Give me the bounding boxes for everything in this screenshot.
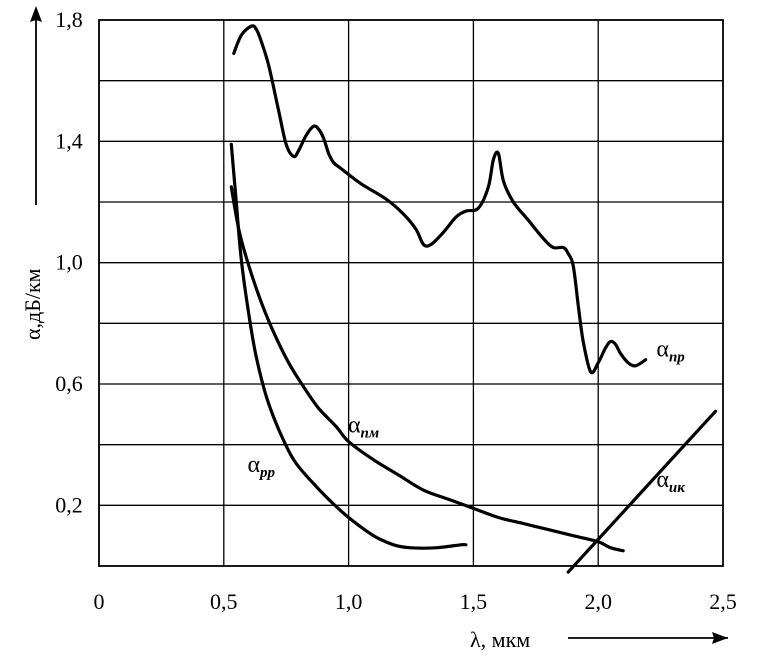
y-tick-label: 1,4	[55, 128, 83, 153]
series-label-ик: αик	[656, 467, 685, 496]
x-tick-label: 2,5	[709, 589, 737, 614]
series-line-пм	[229, 185, 625, 553]
x-tick-label: 0,5	[210, 589, 238, 614]
x-tick-labels: 0 0,5 1,0 1,5 2,0 2,5	[94, 589, 737, 614]
x-tick-label: 0	[94, 589, 105, 614]
x-tick-label: 2,0	[584, 589, 612, 614]
y-tick-label: 0,2	[55, 492, 83, 517]
series-label-пр: αпр	[656, 337, 685, 366]
series-line-ик	[566, 409, 718, 574]
y-tick-labels: 0,2 0,6 1,0 1,4 1,8	[55, 7, 83, 517]
y-axis-title: α,дБ/км	[20, 268, 45, 340]
series-labels: αпр αпм αрр αик	[247, 337, 685, 496]
x-axis-title: λ, мкм	[470, 627, 530, 652]
y-tick-label: 1,0	[55, 250, 83, 275]
series-label-рр: αрр	[247, 452, 275, 481]
x-axis-arrowhead-icon	[712, 632, 728, 644]
y-tick-label: 1,8	[55, 7, 83, 32]
grid	[99, 20, 723, 566]
series-line-рр	[229, 142, 468, 550]
series-label-пм: αпм	[348, 413, 379, 442]
y-axis-arrowhead-icon	[30, 6, 42, 22]
plot-frame	[98, 19, 724, 567]
x-tick-label: 1,5	[460, 589, 488, 614]
x-tick-label: 1,0	[335, 589, 363, 614]
series-group	[229, 24, 718, 574]
y-tick-label: 0,6	[55, 371, 83, 396]
axes	[98, 19, 724, 567]
series-line-пр	[232, 24, 648, 375]
